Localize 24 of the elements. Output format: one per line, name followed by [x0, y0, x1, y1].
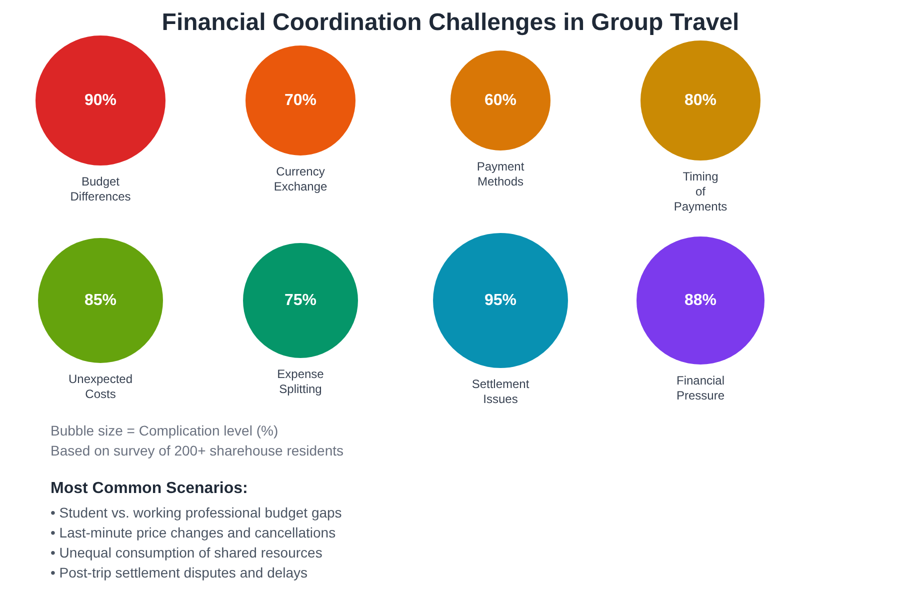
- text: • Student vs. working professional budget gaps: [50, 504, 342, 520]
- text: Bubble size = Complication level (%): [50, 422, 278, 438]
- text: • Post-trip settlement disputes and delays: [50, 564, 308, 580]
- category-label: Budget Differences: [70, 174, 131, 204]
- category-label: Unexpected Costs: [68, 372, 133, 401]
- category-label: Timing of Payments: [674, 170, 728, 214]
- category-label: Expense Splitting: [277, 367, 324, 396]
- data-label: 80%: [684, 92, 717, 109]
- category-label: Financial Pressure: [676, 374, 725, 402]
- data-label: 88%: [684, 292, 717, 309]
- data-label: 95%: [484, 292, 517, 309]
- text: • Last-minute price changes and cancellations: [50, 524, 336, 540]
- text: Based on survey of 200+ sharehouse residents: [50, 442, 344, 458]
- category-label: Currency Exchange: [274, 164, 328, 194]
- data-label: 85%: [84, 292, 117, 309]
- text: Financial Coordination Challenges in Group Travel: [162, 9, 740, 36]
- data-label: 70%: [284, 92, 317, 109]
- data-label: 90%: [84, 92, 117, 109]
- text: Most Common Scenarios:: [50, 480, 248, 497]
- category-label: Payment Methods: [476, 160, 525, 188]
- category-label: Settlement Issues: [472, 377, 530, 406]
- data-label: 60%: [484, 92, 517, 109]
- data-label: 75%: [284, 292, 317, 309]
- text: • Unequal consumption of shared resources: [50, 544, 322, 560]
